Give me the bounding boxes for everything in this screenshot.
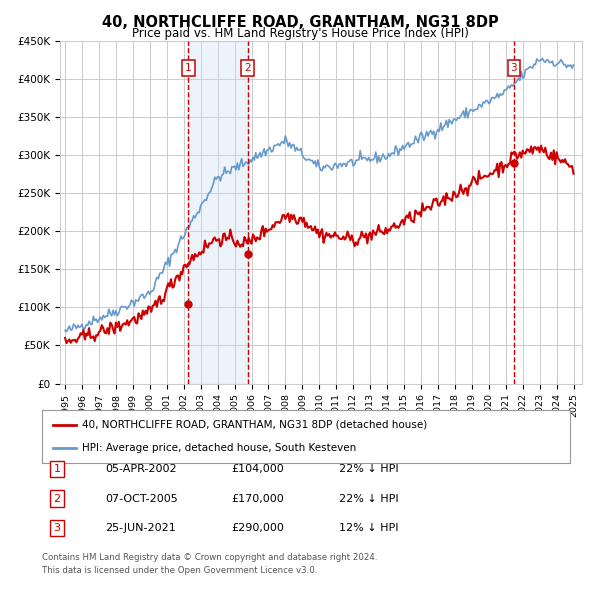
Text: 12% ↓ HPI: 12% ↓ HPI — [339, 523, 398, 533]
Text: This data is licensed under the Open Government Licence v3.0.: This data is licensed under the Open Gov… — [42, 566, 317, 575]
Point — [509, 158, 518, 168]
Text: 22% ↓ HPI: 22% ↓ HPI — [339, 464, 398, 474]
Text: £170,000: £170,000 — [231, 494, 284, 503]
Text: 2: 2 — [53, 494, 61, 503]
Text: £104,000: £104,000 — [231, 464, 284, 474]
Text: 40, NORTHCLIFFE ROAD, GRANTHAM, NG31 8DP (detached house): 40, NORTHCLIFFE ROAD, GRANTHAM, NG31 8DP… — [82, 420, 427, 430]
Text: 1: 1 — [53, 464, 61, 474]
Text: 3: 3 — [53, 523, 61, 533]
Text: £290,000: £290,000 — [231, 523, 284, 533]
Text: 05-APR-2002: 05-APR-2002 — [105, 464, 176, 474]
Text: 1: 1 — [185, 63, 191, 73]
Text: 2: 2 — [244, 63, 251, 73]
Text: 22% ↓ HPI: 22% ↓ HPI — [339, 494, 398, 503]
Text: 40, NORTHCLIFFE ROAD, GRANTHAM, NG31 8DP: 40, NORTHCLIFFE ROAD, GRANTHAM, NG31 8DP — [101, 15, 499, 30]
Point — [243, 250, 253, 259]
Text: 07-OCT-2005: 07-OCT-2005 — [105, 494, 178, 503]
Bar — [188, 41, 248, 384]
Text: HPI: Average price, detached house, South Kesteven: HPI: Average price, detached house, Sout… — [82, 443, 356, 453]
Text: Price paid vs. HM Land Registry's House Price Index (HPI): Price paid vs. HM Land Registry's House … — [131, 27, 469, 40]
Text: 25-JUN-2021: 25-JUN-2021 — [105, 523, 176, 533]
Text: 3: 3 — [511, 63, 517, 73]
Point — [184, 300, 193, 309]
Text: Contains HM Land Registry data © Crown copyright and database right 2024.: Contains HM Land Registry data © Crown c… — [42, 553, 377, 562]
